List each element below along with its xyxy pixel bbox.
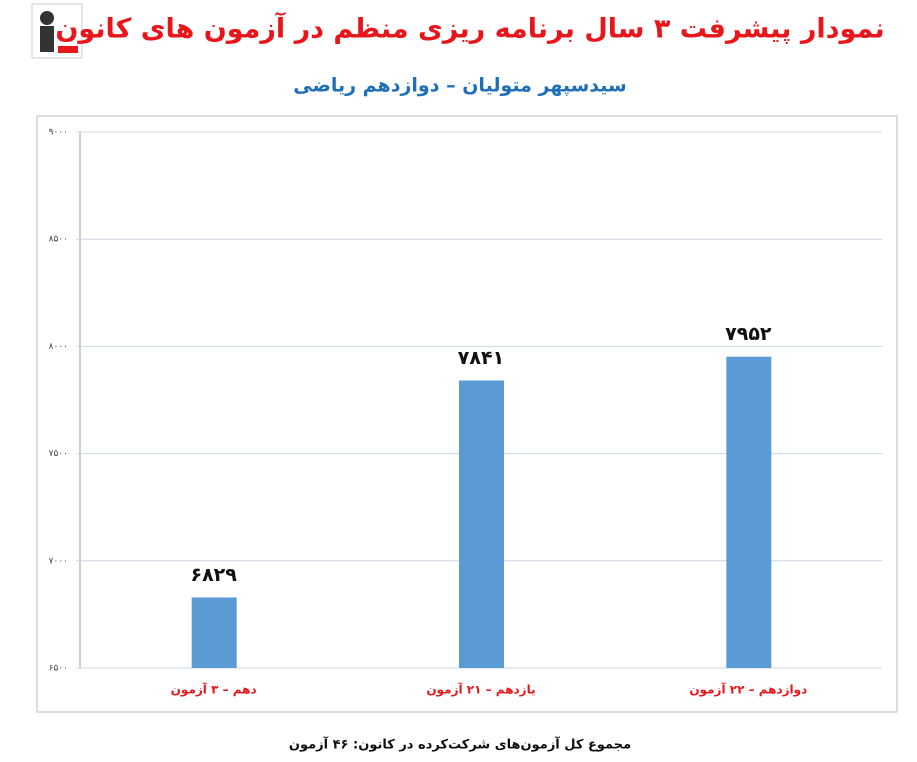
chart-subtitle: سیدسپهر متولیان – دوازدهم ریاضی (293, 75, 626, 97)
bar (191, 597, 237, 668)
y-tick-label: ۷۵۰۰ (49, 449, 68, 459)
footnote: مجموع کل آزمون‌های شرکت‌کرده در کانون: ۴… (289, 736, 631, 753)
y-tick-label: ۷۰۰۰ (49, 556, 68, 566)
chart-title: نمودار پیشرفت ۳ سال برنامه ریزی منظم در … (55, 12, 884, 45)
value-label: ۶۸۲۹ (190, 564, 237, 586)
x-tick-label: یازدهم – ۲۱ آزمون (426, 682, 535, 698)
plot-frame (36, 115, 898, 713)
logo (31, 3, 83, 59)
value-label: ۷۸۴۱ (458, 347, 504, 369)
bar (726, 356, 772, 668)
y-tick-label: ۸۵۰۰ (49, 235, 68, 245)
bar (459, 380, 504, 668)
y-tick-label: ۸۰۰۰ (49, 342, 68, 352)
x-tick-label: دوازدهم – ۲۲ آزمون (689, 682, 807, 698)
x-tick-label: دهم – ۳ آزمون (171, 682, 257, 698)
y-tick-label: ۶۵۰۰ (49, 664, 68, 674)
value-label: ۷۹۵۲ (725, 323, 772, 345)
y-tick-label: ۹۰۰۰ (49, 128, 68, 138)
